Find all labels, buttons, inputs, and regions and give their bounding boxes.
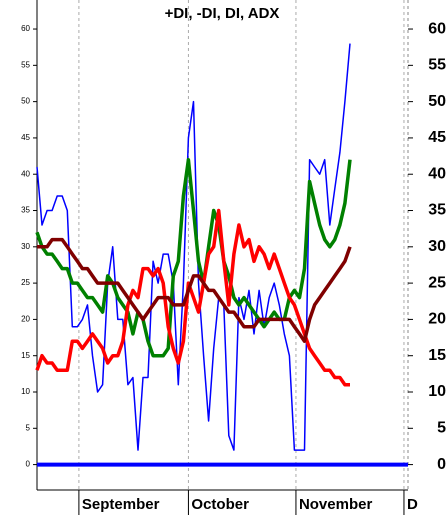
x-tick-label: November xyxy=(299,496,373,513)
series-line xyxy=(35,208,350,387)
series-line xyxy=(37,237,352,343)
y-tick-label-right: 35 xyxy=(428,202,446,219)
y-tick-label-right: 30 xyxy=(428,238,446,255)
x-tick-label: October xyxy=(191,496,249,513)
y-tick-label-right: 60 xyxy=(428,20,446,37)
y-tick-label-right: 55 xyxy=(428,57,446,74)
y-tick-label-right: 50 xyxy=(428,93,446,110)
y-tick-label-left: 55 xyxy=(21,60,30,69)
y-tick-label-left: 25 xyxy=(21,278,30,287)
y-tick-label-left: 15 xyxy=(21,351,30,360)
y-tick-label-right: 45 xyxy=(428,129,446,146)
y-tick-label-right: 20 xyxy=(428,311,446,328)
y-tick-label-right: 25 xyxy=(428,274,446,291)
y-tick-label-left: 30 xyxy=(21,242,30,251)
y-tick-label-left: 50 xyxy=(21,97,30,106)
x-tick-label: September xyxy=(82,496,160,513)
y-tick-label-left: 5 xyxy=(26,423,31,432)
y-tick-label-right: 15 xyxy=(428,347,446,364)
y-tick-label-left: 40 xyxy=(21,169,30,178)
y-tick-label-left: 0 xyxy=(26,460,31,469)
y-tick-label-left: 45 xyxy=(21,133,30,142)
y-tick-label-right: 10 xyxy=(428,383,446,400)
y-tick-label-left: 60 xyxy=(21,24,30,33)
y-tick-label-right: 0 xyxy=(437,456,446,473)
y-tick-label-left: 10 xyxy=(21,387,30,396)
x-tick-label: D xyxy=(407,496,418,513)
series-line xyxy=(35,157,352,358)
y-tick-label-right: 40 xyxy=(428,165,446,182)
chart-title: +DI, -DI, DI, ADX xyxy=(165,5,280,22)
series-line xyxy=(36,43,351,451)
y-tick-label-left: 20 xyxy=(21,315,30,324)
y-tick-label-left: 35 xyxy=(21,206,30,215)
y-tick-label-right: 5 xyxy=(437,420,446,437)
